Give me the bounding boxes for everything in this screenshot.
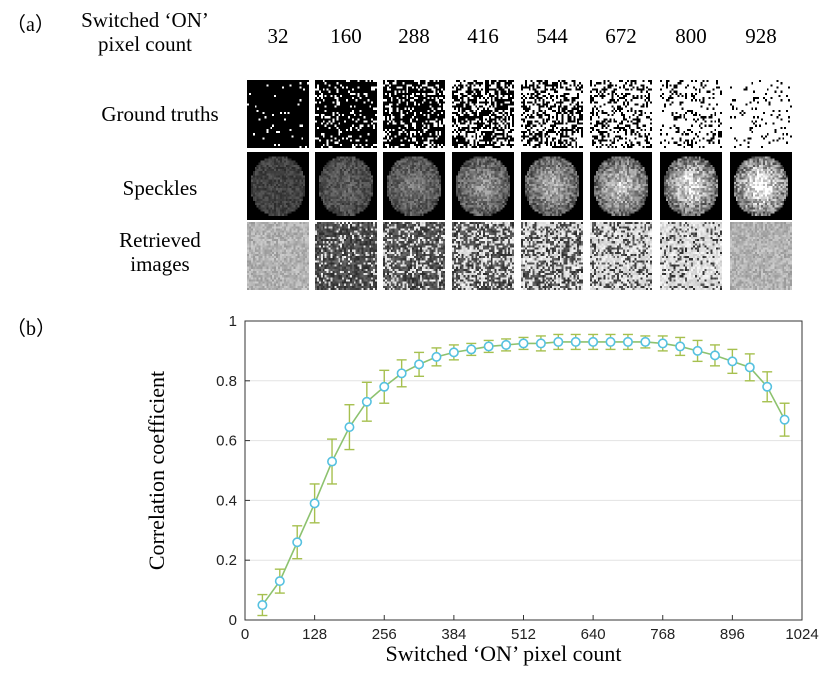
panel-b-label: （b） <box>6 318 56 340</box>
header-label-line2: pixel count <box>98 32 192 56</box>
header-label: Switched ‘ON’ pixel count <box>70 8 220 56</box>
y-tick-label: 0.6 <box>216 433 237 450</box>
data-point <box>274 576 285 587</box>
data-point <box>570 336 581 347</box>
data-point <box>379 381 390 392</box>
panel-a-label: （a） <box>6 14 55 36</box>
count-label: 800 <box>675 24 707 48</box>
y-tick-label: 0.8 <box>216 373 237 390</box>
data-point <box>779 414 790 425</box>
count-label: 288 <box>398 24 430 48</box>
row-label-retrieved-line1: Retrieved <box>119 228 201 252</box>
data-point <box>483 341 494 352</box>
header-label-line1: Switched ‘ON’ <box>81 8 209 32</box>
speckle-image <box>452 152 514 220</box>
retrieved-image <box>452 222 514 290</box>
row-label-retrieved-line2: images <box>130 252 190 276</box>
data-point <box>344 422 355 433</box>
count-label: 928 <box>745 24 777 48</box>
retrieved-image <box>247 222 309 290</box>
ground-truth-image <box>247 80 309 148</box>
x-tick-label: 384 <box>441 626 466 643</box>
count-label: 416 <box>467 24 499 48</box>
speckle-image <box>247 152 309 220</box>
speckle-image <box>730 152 792 220</box>
retrieved-image <box>383 222 445 290</box>
y-tick-label: 0.2 <box>216 552 237 569</box>
data-point <box>692 345 703 356</box>
data-point <box>257 600 268 611</box>
x-tick-label: 0 <box>241 626 249 643</box>
x-tick-label: 512 <box>511 626 536 643</box>
count-label: 672 <box>605 24 637 48</box>
data-point <box>727 356 738 367</box>
data-point <box>431 351 442 362</box>
x-tick-label: 640 <box>581 626 606 643</box>
retrieved-image <box>521 222 583 290</box>
data-point <box>309 498 320 509</box>
data-point <box>466 344 477 355</box>
ground-truth-image <box>590 80 652 148</box>
row-label-ground-truths: Ground truths <box>101 102 219 126</box>
ground-truth-image <box>383 80 445 148</box>
count-label: 160 <box>330 24 362 48</box>
ground-truth-image <box>730 80 792 148</box>
speckle-image <box>590 152 652 220</box>
data-point <box>448 347 459 358</box>
x-tick-label: 768 <box>650 626 675 643</box>
x-axis-label: Switched ‘ON’ pixel count <box>385 641 621 666</box>
data-point <box>640 336 651 347</box>
row-label-speckles: Speckles <box>122 176 198 200</box>
data-point <box>518 338 529 349</box>
ground-truth-image <box>452 80 514 148</box>
data-point <box>605 336 616 347</box>
data-point <box>675 341 686 352</box>
x-tick-label: 256 <box>372 626 397 643</box>
x-tick-label: 128 <box>302 626 327 643</box>
data-point <box>327 456 338 467</box>
y-tick-label: 0.4 <box>216 492 237 509</box>
data-point <box>744 362 755 373</box>
x-tick-label: 1024 <box>785 626 818 643</box>
data-point <box>762 381 773 392</box>
retrieved-image <box>660 222 722 290</box>
data-point <box>622 336 633 347</box>
count-label: 32 <box>267 24 289 48</box>
speckle-image <box>521 152 583 220</box>
data-point <box>414 359 425 370</box>
y-tick-label: 0 <box>229 612 237 629</box>
speckle-image <box>383 152 445 220</box>
ground-truth-image <box>315 80 377 148</box>
ground-truth-image <box>660 80 722 148</box>
ground-truth-image <box>521 80 583 148</box>
speckle-image <box>315 152 377 220</box>
data-point <box>292 537 303 548</box>
data-point <box>657 338 668 349</box>
data-point <box>501 339 512 350</box>
y-tick-label: 1 <box>229 313 237 330</box>
retrieved-image <box>730 222 792 290</box>
x-tick-label: 896 <box>720 626 745 643</box>
data-point <box>709 350 720 361</box>
speckle-image <box>660 152 722 220</box>
y-axis-label: Correlation coefficient <box>144 371 169 570</box>
data-point <box>588 336 599 347</box>
retrieved-image <box>590 222 652 290</box>
data-point <box>535 338 546 349</box>
count-label: 544 <box>536 24 568 48</box>
row-label-retrieved: Retrieved images <box>80 228 240 276</box>
retrieved-image <box>315 222 377 290</box>
data-point <box>396 368 407 379</box>
correlation-chart: 0 128 256 384 512 640 768 896 1024 0 0.2 0.4 0.6 0.8 1… <box>144 313 819 666</box>
data-point <box>553 336 564 347</box>
series-line <box>261 341 786 606</box>
data-point <box>361 396 372 407</box>
